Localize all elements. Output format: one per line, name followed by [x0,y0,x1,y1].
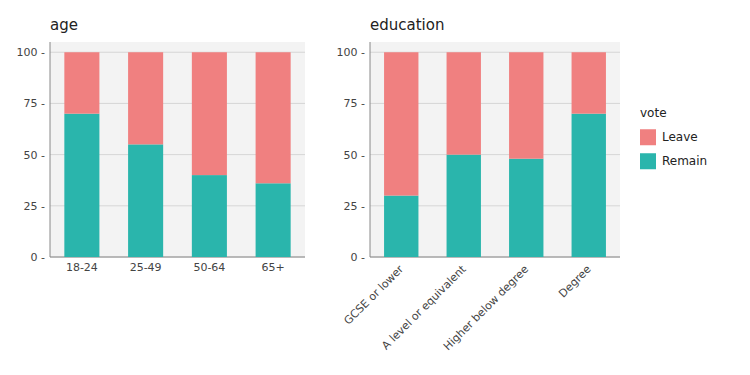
bar [128,52,163,144]
y-tick-label: 100 - [337,46,365,59]
x-tick-label: 65+ [262,261,285,274]
bars [384,52,606,257]
x-tick-label: 50-64 [193,261,225,274]
x-tick-label: Higher below degree [441,263,531,353]
y-tick-label: 75 - [344,97,365,110]
title: education [370,16,444,34]
bar [384,52,418,195]
panel: education 0 - 25 - 50 - 75 - 100 - GCSE or low… [337,16,620,353]
bar [509,52,543,158]
bar [64,114,99,257]
legend-swatch [640,129,656,145]
bar [509,159,543,257]
x-tick-label: 18-24 [66,261,98,274]
bar [572,52,606,113]
y-tick-label: 0 - [351,251,365,264]
bar [384,196,418,257]
legend-title: vote [640,106,667,120]
plot-area [50,42,305,257]
y-tick-label: 50 - [344,149,365,162]
bar [192,52,227,175]
panel: age 0 - 25 - 50 - 75 - 100 - 18-24 25-49 50-64 65… [17,16,305,274]
bar [64,52,99,113]
bar [256,52,291,183]
legend-label: Leave [662,130,698,144]
legend-swatch [640,153,656,169]
chart: age 0 - 25 - 50 - 75 - 100 - 18-24 25-49 50-64 65… [0,0,750,375]
y-tick-label: 50 - [24,149,45,162]
y-tick-label: 0 - [31,251,45,264]
bar [256,183,291,257]
title: age [50,16,78,34]
x-tick-label: Degree [556,263,594,301]
bar [447,52,481,154]
bars [64,52,290,257]
bar [447,155,481,257]
legend: vote Leave Remain [640,106,707,169]
x-tick-label: 25-49 [130,261,162,274]
legend-label: Remain [662,154,707,168]
y-axis [370,42,371,257]
y-tick-label: 25 - [24,200,45,213]
plot-area [370,42,620,257]
y-tick-label: 75 - [24,97,45,110]
bar [128,144,163,257]
bar [572,114,606,257]
y-tick-label: 100 - [17,46,45,59]
y-axis [50,42,51,257]
x-tick-label: GCSE or lower [342,262,407,327]
bar [192,175,227,257]
y-tick-label: 25 - [344,200,365,213]
